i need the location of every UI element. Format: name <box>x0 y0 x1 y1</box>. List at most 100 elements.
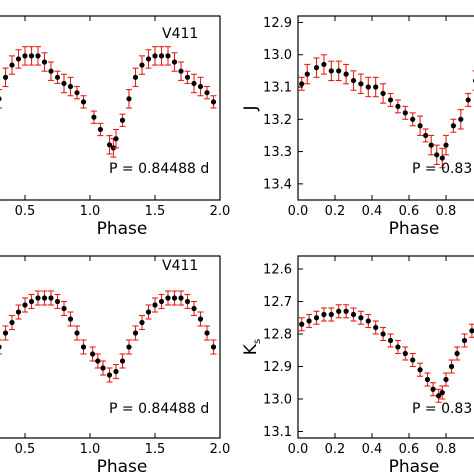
data-point <box>119 358 126 364</box>
data-point <box>454 350 460 357</box>
data-point <box>113 368 119 375</box>
x-tick-label: 1.0 <box>473 442 474 457</box>
data-point <box>184 74 191 80</box>
y-tick-label: 13.4 <box>263 177 292 192</box>
data-point <box>48 295 54 301</box>
data-point <box>9 319 15 326</box>
data-point <box>165 295 171 301</box>
data-point <box>113 136 119 142</box>
data-point <box>2 74 9 80</box>
x-tick-label: 0.0 <box>288 442 309 457</box>
data-point <box>410 357 416 363</box>
data-point <box>139 62 145 68</box>
y-axis-label: J <box>241 105 261 111</box>
y-tick-label: 13.0 <box>263 393 292 408</box>
data-point <box>358 81 364 87</box>
data-point <box>191 80 197 87</box>
data-point <box>54 298 61 305</box>
x-tick-label: 0.8 <box>436 204 457 219</box>
y-tick-label: 12.6 <box>263 263 292 278</box>
data-point <box>387 337 394 344</box>
data-point <box>35 295 41 301</box>
data-point <box>424 376 431 383</box>
data-point <box>436 393 442 399</box>
y-tick-label: 13.2 <box>263 113 292 128</box>
data-point <box>158 298 165 305</box>
data-point <box>450 123 456 129</box>
data-point <box>61 305 67 312</box>
data-point <box>343 71 349 77</box>
data-point <box>97 126 103 133</box>
data-point <box>313 65 320 71</box>
data-point <box>171 59 178 65</box>
data-point <box>90 351 96 357</box>
data-point <box>197 316 204 322</box>
data-point <box>343 308 349 314</box>
y-axis-label: Ks <box>241 339 263 355</box>
y-tick-label: 12.8 <box>263 328 292 343</box>
data-point <box>178 68 184 74</box>
data-point <box>321 311 327 318</box>
data-point <box>80 344 87 350</box>
data-point <box>328 68 334 74</box>
data-point <box>74 90 80 96</box>
data-point <box>313 315 320 321</box>
data-point <box>395 103 401 109</box>
data-point <box>321 61 327 68</box>
data-point <box>306 318 312 324</box>
data-point <box>28 298 35 305</box>
data-point <box>458 116 464 122</box>
data-point <box>191 305 197 312</box>
data-point <box>15 309 22 315</box>
y-tick-label: 12.7 <box>263 295 292 310</box>
data-point <box>469 328 474 334</box>
y-tick-label: 13.3 <box>263 145 292 160</box>
x-tick-label: 0.2 <box>325 204 346 219</box>
x-tick-label: 1.0 <box>473 204 474 219</box>
data-point <box>461 337 468 344</box>
data-point <box>204 330 210 336</box>
data-point <box>139 319 145 326</box>
star-label: V411 <box>162 258 198 274</box>
data-point <box>350 77 357 84</box>
data-point <box>387 97 394 103</box>
x-tick-label: 1.0 <box>80 204 101 219</box>
y-tick-label: 13.1 <box>263 425 292 440</box>
data-point <box>395 344 401 350</box>
data-point <box>22 53 28 59</box>
data-point <box>91 114 97 120</box>
data-point <box>152 302 158 308</box>
data-point <box>304 71 310 77</box>
x-tick-label: 0.5 <box>15 204 36 219</box>
data-point <box>15 56 22 62</box>
y-tick-label: 12.9 <box>263 360 292 375</box>
data-point <box>145 56 152 62</box>
panel-bottom-right: 0.00.20.40.60.81.0112.612.712.812.913.01… <box>241 255 474 474</box>
data-point <box>2 330 9 336</box>
data-point <box>145 309 152 315</box>
data-point <box>210 344 217 350</box>
y-tick-label: 12.9 <box>263 16 292 31</box>
data-point <box>428 142 434 148</box>
data-point <box>336 308 342 314</box>
y-tick-label: 13.1 <box>263 81 292 96</box>
x-tick-label: 0.6 <box>399 442 420 457</box>
x-tick-label: 0.2 <box>325 442 346 457</box>
x-axis-label: Phase <box>389 219 440 239</box>
data-point <box>106 372 113 378</box>
data-point <box>328 311 334 318</box>
period-label: P = 0.83 <box>412 161 472 177</box>
data-point <box>417 367 423 373</box>
x-tick-label: 0.6 <box>399 204 420 219</box>
data-point <box>373 84 379 90</box>
x-tick-label: 2.0 <box>210 442 231 457</box>
data-point <box>204 90 210 96</box>
data-point <box>365 318 371 324</box>
x-tick-label: 1.0 <box>80 442 101 457</box>
data-point <box>41 59 48 65</box>
data-point <box>0 344 2 350</box>
x-tick-label: 0.4 <box>362 442 383 457</box>
